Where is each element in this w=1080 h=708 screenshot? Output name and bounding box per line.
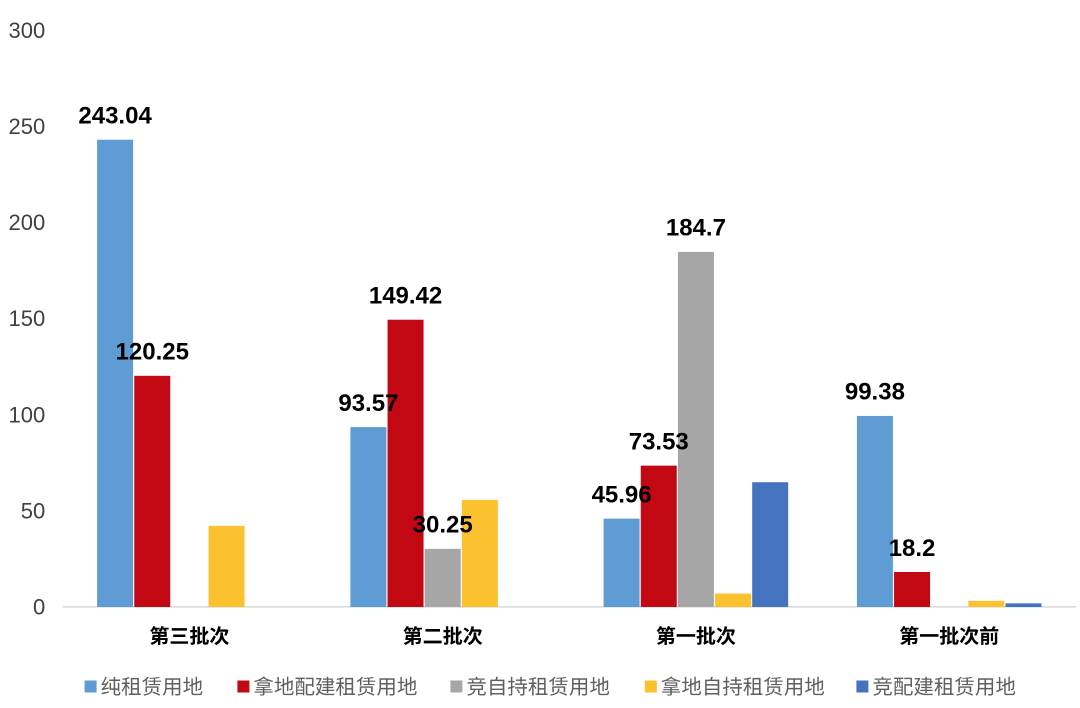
svg-text:93.57: 93.57: [338, 390, 398, 417]
svg-text:120.25: 120.25: [116, 339, 189, 366]
svg-text:18.2: 18.2: [889, 535, 936, 562]
svg-text:45.96: 45.96: [592, 481, 652, 508]
svg-text:149.42: 149.42: [369, 283, 442, 310]
svg-text:184.7: 184.7: [666, 215, 726, 242]
svg-text:243.04: 243.04: [78, 103, 152, 130]
svg-text:100: 100: [8, 402, 45, 427]
svg-text:30.25: 30.25: [413, 512, 473, 539]
svg-text:300: 300: [8, 18, 45, 43]
svg-text:150: 150: [8, 306, 45, 331]
svg-text:250: 250: [8, 114, 45, 139]
svg-text:73.53: 73.53: [629, 428, 689, 455]
svg-text:0: 0: [33, 595, 45, 620]
svg-text:99.38: 99.38: [845, 379, 905, 406]
svg-text:200: 200: [8, 210, 45, 235]
svg-text:50: 50: [21, 499, 45, 524]
